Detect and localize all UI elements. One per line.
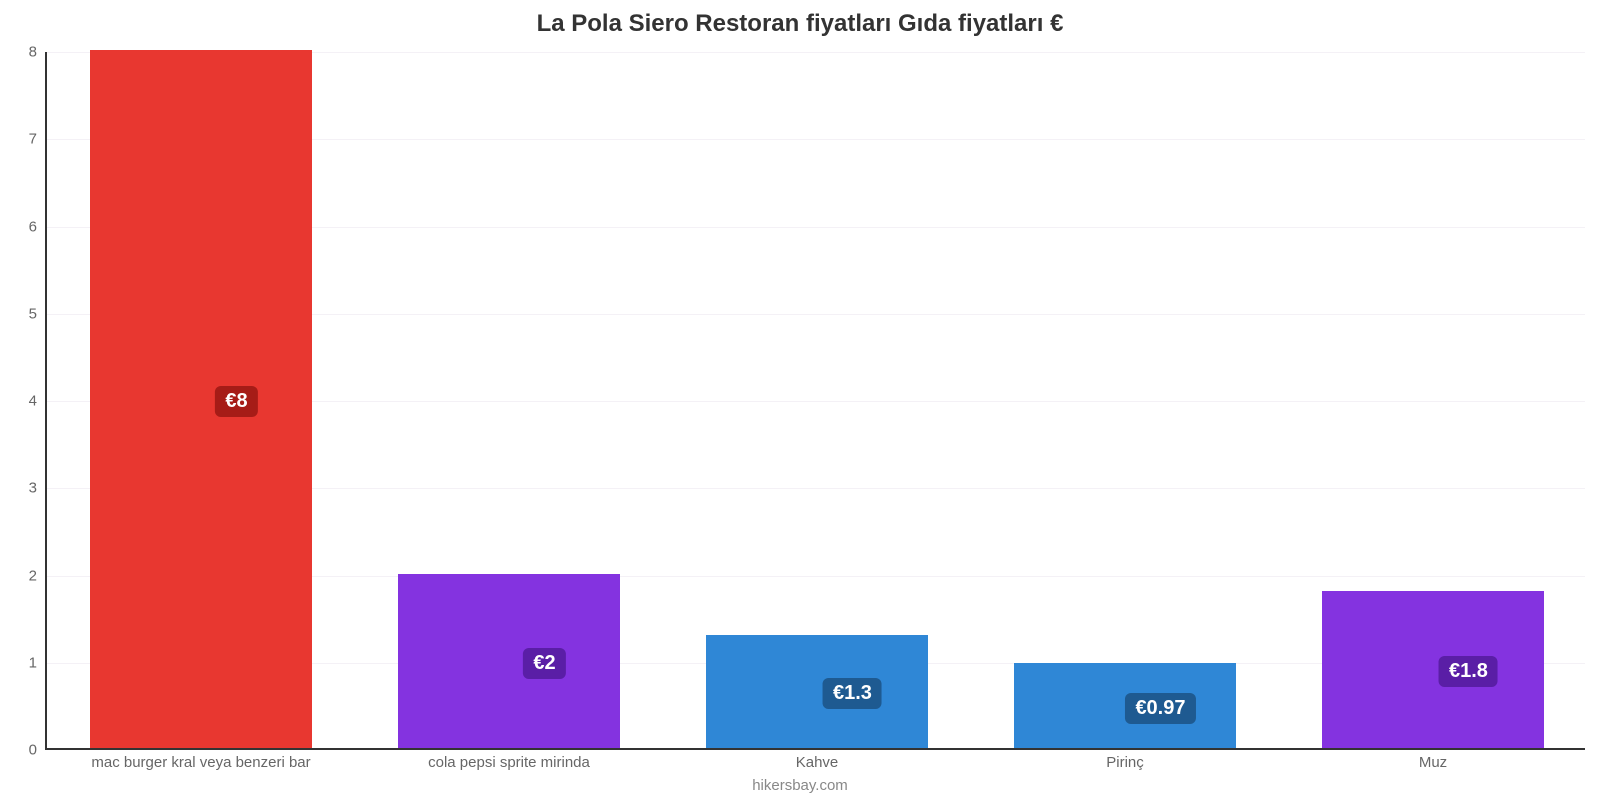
x-tick-label: Kahve bbox=[796, 754, 839, 771]
bar bbox=[706, 635, 928, 748]
y-tick-label: 7 bbox=[7, 131, 37, 148]
y-tick-label: 0 bbox=[7, 742, 37, 759]
bar-value-label: €2 bbox=[523, 648, 565, 679]
bar bbox=[1322, 591, 1544, 748]
y-tick-label: 8 bbox=[7, 44, 37, 61]
y-tick-label: 1 bbox=[7, 654, 37, 671]
bar bbox=[90, 50, 312, 748]
x-tick-label: mac burger kral veya benzeri bar bbox=[91, 754, 310, 771]
chart-container: La Pola Siero Restoran fiyatları Gıda fi… bbox=[0, 0, 1600, 800]
chart-title: La Pola Siero Restoran fiyatları Gıda fi… bbox=[0, 10, 1600, 38]
x-tick-label: Pirinç bbox=[1106, 754, 1144, 771]
y-tick-label: 4 bbox=[7, 393, 37, 410]
bar-value-label: €0.97 bbox=[1125, 693, 1195, 724]
bar-value-label: €8 bbox=[215, 386, 257, 417]
y-tick-label: 6 bbox=[7, 218, 37, 235]
x-tick-label: cola pepsi sprite mirinda bbox=[428, 754, 590, 771]
plot-area: 012345678€8mac burger kral veya benzeri … bbox=[45, 52, 1585, 750]
y-tick-label: 2 bbox=[7, 567, 37, 584]
bar-value-label: €1.3 bbox=[823, 678, 882, 709]
bar-value-label: €1.8 bbox=[1439, 656, 1498, 687]
chart-credit: hikersbay.com bbox=[0, 777, 1600, 794]
y-tick-label: 3 bbox=[7, 480, 37, 497]
bar bbox=[398, 574, 620, 749]
y-tick-label: 5 bbox=[7, 305, 37, 322]
x-tick-label: Muz bbox=[1419, 754, 1447, 771]
